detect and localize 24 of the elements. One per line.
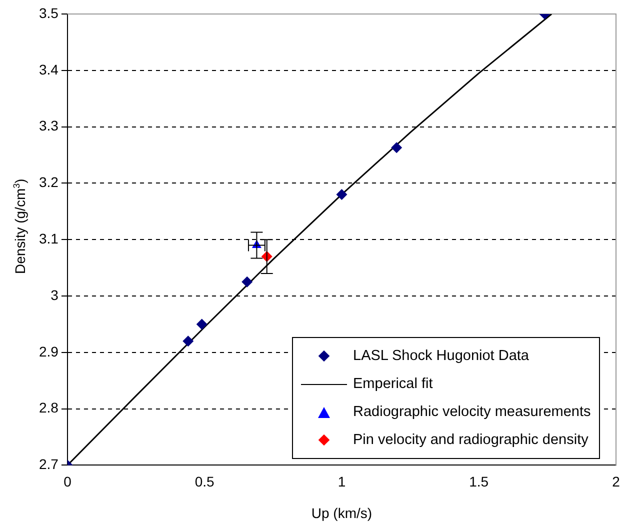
legend-label: LASL Shock Hugoniot Data xyxy=(353,348,529,364)
point xyxy=(242,276,253,288)
y-tick-label: 3 xyxy=(50,286,59,303)
x-tick-label: 2 xyxy=(612,473,620,490)
point xyxy=(336,188,348,200)
y-tick-label: 3.4 xyxy=(38,61,59,78)
y-tick-label: 2.9 xyxy=(38,343,59,360)
legend-label: Pin velocity and radiographic density xyxy=(353,432,588,448)
point xyxy=(182,336,194,347)
x-axis-title: Up (km/s) xyxy=(310,505,374,522)
y-tick-label: 2.8 xyxy=(38,400,59,416)
x-tick-label: 1 xyxy=(338,473,346,490)
y-tick-label: 3.1 xyxy=(38,230,59,246)
x-tick-label: 0.5 xyxy=(194,473,215,490)
legend-label: Radiographic velocity measurements xyxy=(353,404,591,420)
x-tick-label: 0 xyxy=(64,473,72,490)
y-tick-label: 3.2 xyxy=(38,174,59,190)
x-tick-label: 1.5 xyxy=(469,473,489,490)
y-tick-label: 3.5 xyxy=(38,4,59,21)
point xyxy=(196,318,208,330)
point xyxy=(391,142,402,154)
legend-label: Emperical fit xyxy=(353,376,433,392)
y-tick-label: 3.3 xyxy=(38,118,59,134)
y-tick-label: 2.7 xyxy=(38,456,59,472)
